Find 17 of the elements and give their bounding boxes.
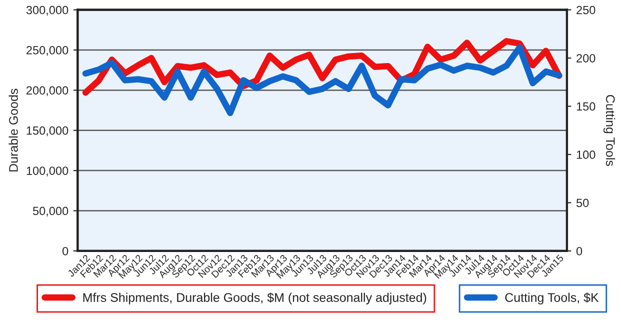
y2-tick-label: 200 [576, 54, 596, 62]
y2-tick-label: 50 [576, 198, 589, 208]
y2-tick-label: 250 [576, 6, 596, 14]
y-tick-label: 100,000 [26, 166, 68, 176]
y-tick-label: 300,000 [26, 6, 68, 16]
y-tick-label: 50,000 [32, 206, 68, 217]
y-tick-label: 150,000 [26, 126, 68, 136]
y2-tick-label: 150 [576, 102, 596, 111]
y-tick-label: 0 [62, 246, 68, 256]
y-tick-label: 250,000 [26, 46, 68, 56]
legend-label: Mfrs Shipments, Durable Goods, $M (not seasonally adjusted) [83, 292, 426, 304]
y2-axis-title: Cutting Tools [603, 95, 616, 166]
y-axis-title: Durable Goods [8, 88, 18, 172]
y2-tick-label: 100 [576, 150, 596, 159]
y2-tick-label: 0 [576, 246, 582, 256]
y-tick-label: 200,000 [26, 86, 68, 96]
legend-label: Cutting Tools, $K [505, 292, 599, 304]
